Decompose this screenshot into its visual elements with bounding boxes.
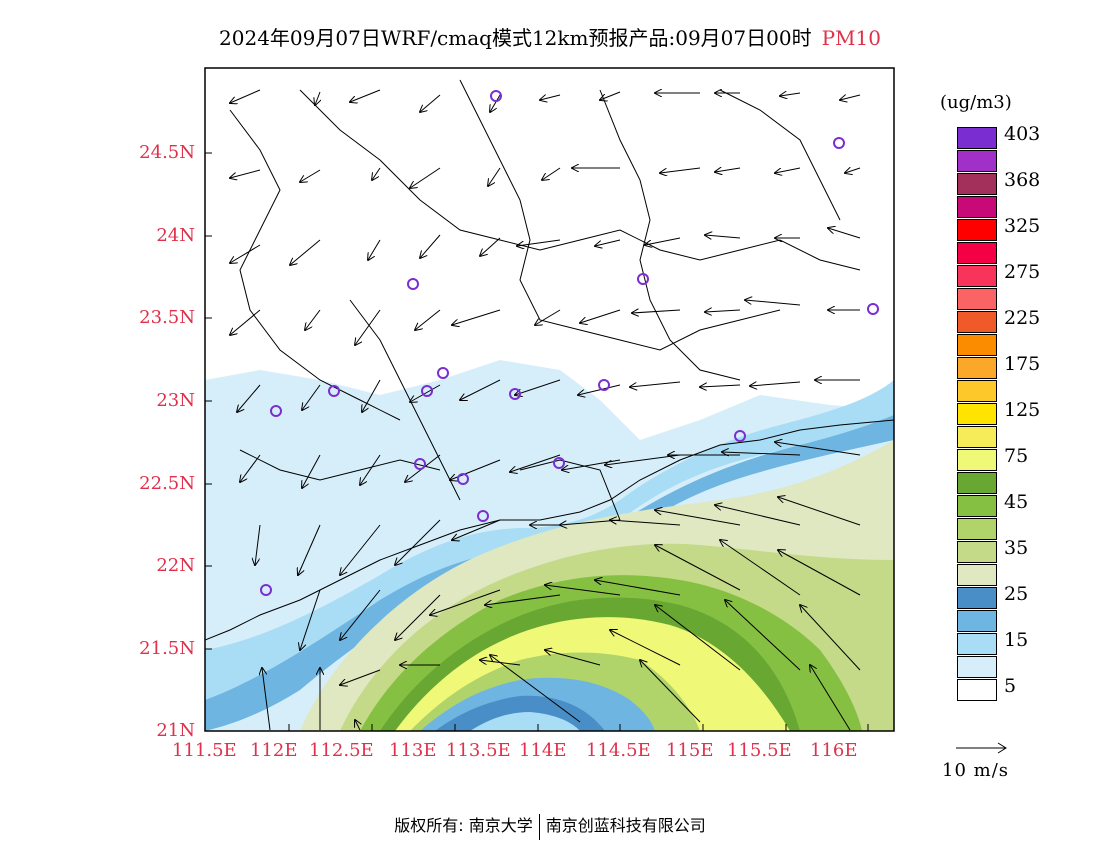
legend-swatch	[957, 311, 997, 333]
copyright-footer: 版权所有: 南京大学 南京创蓝科技有限公司	[0, 812, 1100, 840]
y-tick-label: 23N	[156, 390, 195, 411]
legend-level-label: 35	[1004, 537, 1029, 559]
plot-frame	[204, 67, 895, 732]
legend-level-label: 25	[1004, 583, 1029, 605]
legend-swatch	[957, 334, 997, 356]
legend-swatch	[957, 633, 997, 655]
title-text: 2024年09月07日WRF/cmaq模式12km预报产品:09月07日00时	[219, 26, 812, 50]
x-tick-label: 115.5E	[727, 740, 792, 761]
legend-level-label: 225	[1004, 307, 1041, 329]
legend-swatch	[957, 449, 997, 471]
legend-level-label: 15	[1004, 629, 1029, 651]
legend-level-label: 325	[1004, 215, 1041, 237]
copyright-right: 南京创蓝科技有限公司	[545, 816, 706, 835]
legend-level-label: 75	[1004, 445, 1029, 467]
legend-level-label: 5	[1004, 675, 1017, 697]
legend-swatch	[957, 656, 997, 678]
variable-name: PM10	[821, 26, 881, 50]
y-tick-label: 23.5N	[139, 307, 195, 328]
x-tick-label: 113.5E	[446, 740, 511, 761]
legend-swatch	[957, 610, 997, 632]
footer-divider	[538, 813, 540, 840]
legend-level-label: 275	[1004, 261, 1041, 283]
legend-swatch	[957, 219, 997, 241]
legend-level-label: 368	[1004, 169, 1041, 191]
copyright-left: 版权所有: 南京大学	[394, 816, 533, 835]
legend-swatch	[957, 518, 997, 540]
legend-swatch	[957, 472, 997, 494]
y-tick-label: 24N	[156, 225, 195, 246]
legend-swatch	[957, 150, 997, 172]
y-tick-label: 24.5N	[139, 142, 195, 163]
concentration-field	[205, 68, 894, 731]
legend-swatch	[957, 541, 997, 563]
legend-level-label: 403	[1004, 123, 1041, 145]
y-tick-label: 22N	[156, 555, 195, 576]
legend-swatch	[957, 380, 997, 402]
legend-unit: (ug/m3)	[940, 92, 1012, 113]
legend-level-label: 45	[1004, 491, 1029, 513]
x-tick-label: 112.5E	[309, 740, 374, 761]
legend-swatch	[957, 403, 997, 425]
axis-ticks	[205, 152, 869, 731]
legend-level-label: 125	[1004, 399, 1041, 421]
x-tick-label: 111.5E	[172, 740, 237, 761]
legend-swatch	[957, 587, 997, 609]
x-tick-label: 112E	[250, 740, 298, 761]
legend-swatch	[957, 127, 997, 149]
legend-swatch	[957, 265, 997, 287]
station-markers	[260, 90, 879, 596]
legend-swatch	[957, 357, 997, 379]
legend-swatch	[957, 679, 997, 701]
legend-swatch	[957, 173, 997, 195]
legend-swatch	[957, 495, 997, 517]
vector-key-arrow	[956, 742, 1007, 754]
x-tick-label: 115E	[666, 740, 714, 761]
legend-swatch	[957, 242, 997, 264]
legend-level-label: 175	[1004, 353, 1041, 375]
x-tick-label: 113E	[389, 740, 437, 761]
x-tick-label: 116E	[810, 740, 858, 761]
legend-swatch	[957, 426, 997, 448]
y-tick-label: 22.5N	[139, 473, 195, 494]
legend-swatch	[957, 288, 997, 310]
chart-title: 2024年09月07日WRF/cmaq模式12km预报产品:09月07日00时 P…	[0, 22, 1100, 51]
y-tick-label: 21N	[156, 720, 195, 741]
legend-swatch	[957, 196, 997, 218]
vector-key-label: 10 m/s	[942, 760, 1009, 781]
x-tick-label: 114.5E	[586, 740, 651, 761]
y-tick-label: 21.5N	[139, 638, 195, 659]
legend-swatch	[957, 564, 997, 586]
x-tick-label: 114E	[519, 740, 567, 761]
